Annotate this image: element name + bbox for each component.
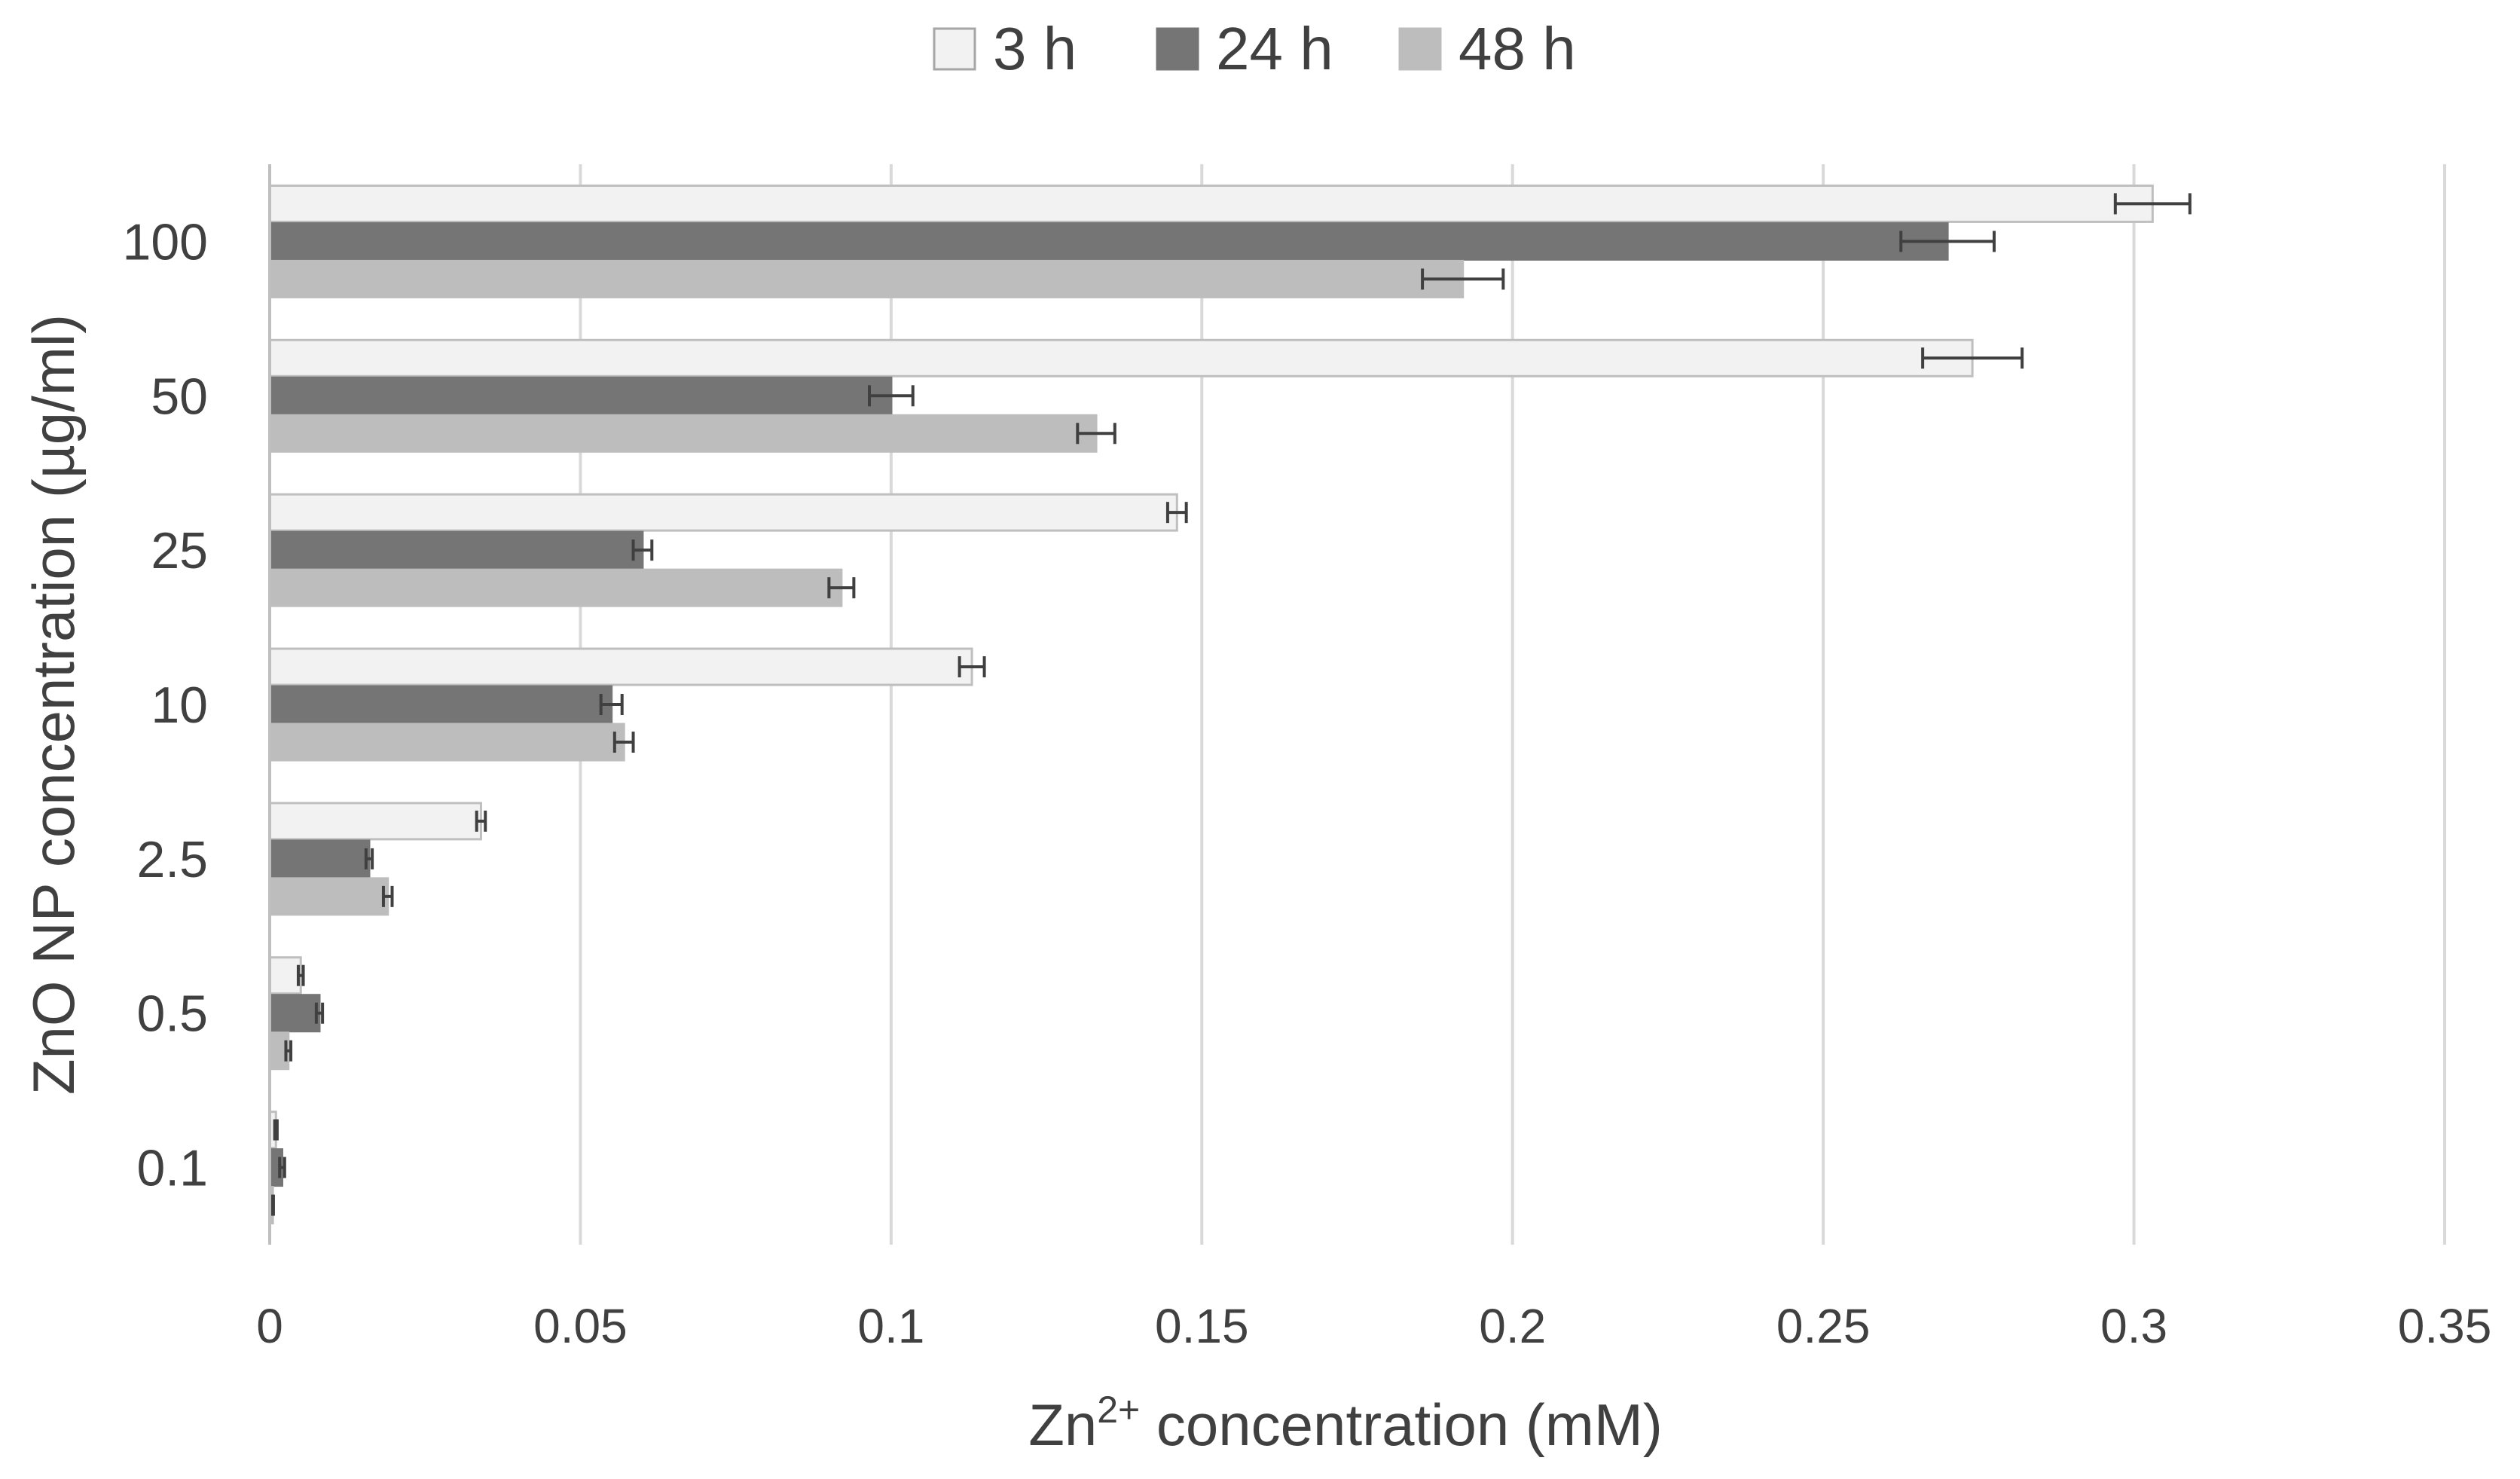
x-tick-label: 0.05 bbox=[533, 1299, 628, 1353]
category-label: 100 bbox=[123, 213, 208, 270]
legend-label: 3 h bbox=[993, 15, 1077, 82]
bar-24h-100 bbox=[268, 222, 1949, 261]
category-labels: 100 50 25 10 2.5 0.5 0.1 bbox=[123, 213, 208, 1196]
x-tick-label: 0.15 bbox=[1155, 1299, 1249, 1353]
legend-swatch bbox=[1398, 27, 1442, 71]
bar-24h-10 bbox=[268, 685, 613, 724]
bar-48h-2.5 bbox=[268, 877, 389, 916]
legend-swatch bbox=[1156, 27, 1199, 71]
bar-3h-10 bbox=[268, 647, 973, 686]
legend: 3 h 24 h 48 h bbox=[933, 15, 1576, 82]
category-label: 50 bbox=[151, 368, 208, 425]
legend-label: 24 h bbox=[1216, 15, 1333, 82]
bar-48h-50 bbox=[268, 414, 1098, 453]
x-tick-label: 0 bbox=[256, 1299, 283, 1353]
bar-24h-2.5 bbox=[268, 839, 371, 879]
legend-label: 48 h bbox=[1459, 15, 1576, 82]
bar-3h-0.5 bbox=[268, 956, 302, 995]
x-tick-label: 0.3 bbox=[2100, 1299, 2167, 1353]
x-tick-label: 0.35 bbox=[2398, 1299, 2492, 1353]
legend-swatch bbox=[933, 27, 976, 71]
category-label: 0.5 bbox=[136, 985, 208, 1043]
x-tick-labels: 0 0.05 0.1 0.15 0.2 0.25 0.3 0.35 bbox=[256, 1299, 2491, 1353]
bar-3h-2.5 bbox=[268, 802, 482, 841]
bar-48h-10 bbox=[268, 723, 625, 762]
x-tick-label: 0.25 bbox=[1776, 1299, 1871, 1353]
bar-48h-100 bbox=[268, 259, 1465, 298]
bar-3h-50 bbox=[268, 338, 1974, 377]
gridlines bbox=[579, 164, 2446, 1245]
y-axis-title: ZnO NP concentration (µg/ml) bbox=[20, 314, 87, 1095]
bar-24h-50 bbox=[268, 376, 893, 415]
category-label: 2.5 bbox=[136, 831, 208, 888]
bar-24h-0.5 bbox=[268, 994, 321, 1033]
category-label: 25 bbox=[151, 522, 208, 579]
x-tick-label: 0.2 bbox=[1479, 1299, 1546, 1353]
bar-3h-100 bbox=[268, 184, 2154, 223]
bar-48h-25 bbox=[268, 568, 843, 607]
bar-3h-25 bbox=[268, 493, 1178, 532]
bars bbox=[268, 184, 2154, 1225]
x-axis-title: Zn2+ concentration (mM) bbox=[1028, 1389, 1663, 1458]
category-label: 0.1 bbox=[136, 1140, 208, 1197]
error-bars bbox=[270, 193, 2192, 1216]
bar-24h-25 bbox=[268, 530, 644, 570]
x-tick-label: 0.1 bbox=[857, 1299, 924, 1353]
category-label: 10 bbox=[151, 677, 208, 734]
